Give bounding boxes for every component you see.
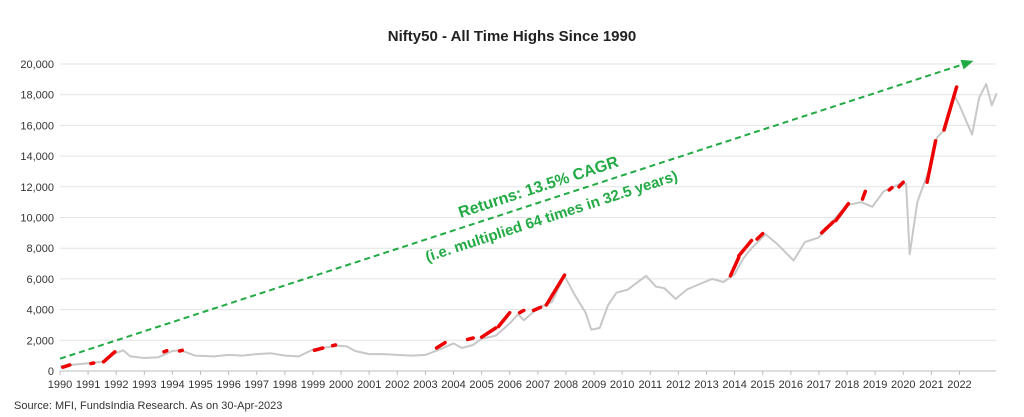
ath-segment bbox=[860, 189, 868, 201]
ath-segment bbox=[434, 340, 447, 350]
ath-segment bbox=[330, 343, 338, 348]
y-tick-label: 20,000 bbox=[20, 59, 54, 71]
y-tick-label: 4,000 bbox=[26, 305, 54, 317]
ath-segment bbox=[819, 220, 835, 235]
x-tick-label: 2015 bbox=[750, 379, 774, 391]
ath-segment bbox=[479, 326, 498, 339]
ath-segment bbox=[162, 348, 169, 354]
x-tick-label: 2004 bbox=[441, 379, 465, 391]
x-tick-label: 1999 bbox=[301, 379, 325, 391]
chart-title: Nifty50 - All Time Highs Since 1990 bbox=[388, 28, 636, 45]
ath-segment bbox=[737, 238, 754, 258]
x-tick-label: 2009 bbox=[582, 379, 606, 391]
ath-segment bbox=[465, 336, 475, 342]
x-tick-label: 1998 bbox=[273, 379, 297, 391]
x-tick-label: 2007 bbox=[526, 379, 550, 391]
x-axis: 1990 1991 1992 1993 1994 1995 1996 1997 1998 1999… bbox=[48, 371, 972, 391]
x-tick-label: 2021 bbox=[919, 379, 943, 391]
x-tick-label: 1994 bbox=[160, 379, 184, 391]
x-tick-label: 1993 bbox=[132, 379, 156, 391]
x-tick-label: 2002 bbox=[385, 379, 409, 391]
y-tick-label: 14,000 bbox=[20, 151, 54, 163]
ath-segment bbox=[496, 310, 512, 329]
trend-arrow bbox=[59, 59, 974, 360]
x-tick-label: 2008 bbox=[554, 379, 578, 391]
y-tick-label: 16,000 bbox=[20, 120, 54, 132]
ath-segment bbox=[834, 201, 851, 223]
ath-segment bbox=[544, 273, 567, 307]
x-tick-label: 2005 bbox=[469, 379, 493, 391]
x-tick-label: 1992 bbox=[104, 379, 128, 391]
ath-segment bbox=[755, 231, 765, 241]
x-tick-label: 1995 bbox=[188, 379, 212, 391]
chart: Nifty50 - All Time Highs Since 1990 0 2,0… bbox=[20, 28, 998, 391]
gridlines bbox=[60, 63, 996, 372]
ath-segment bbox=[897, 180, 905, 189]
ath-segment bbox=[887, 185, 894, 192]
y-axis: 0 2,000 4,000 6,000 8,000 10,000 12,000 14,000 1… bbox=[20, 59, 54, 378]
x-tick-label: 2013 bbox=[694, 379, 718, 391]
series-all-time-highs bbox=[61, 85, 959, 369]
annotations: Returns: 13.5% CAGR(i.e. multiplied 64 t… bbox=[423, 154, 680, 266]
x-tick-label: 2017 bbox=[807, 379, 831, 391]
x-tick-label: 2019 bbox=[863, 379, 887, 391]
x-tick-label: 2011 bbox=[638, 379, 662, 391]
x-tick-label: 1997 bbox=[245, 379, 269, 391]
ath-segment bbox=[101, 350, 117, 364]
trend-line bbox=[59, 63, 963, 360]
ath-segment bbox=[517, 308, 526, 315]
x-tick-label: 2010 bbox=[610, 379, 634, 391]
x-tick-label: 1990 bbox=[48, 379, 72, 391]
y-tick-label: 12,000 bbox=[20, 182, 54, 194]
y-tick-label: 0 bbox=[48, 366, 54, 378]
ath-segment bbox=[312, 346, 325, 353]
x-tick-label: 2003 bbox=[413, 379, 437, 391]
ath-segment bbox=[177, 348, 185, 353]
x-tick-label: 2018 bbox=[835, 379, 859, 391]
ath-segment bbox=[89, 361, 96, 366]
x-tick-label: 2014 bbox=[722, 379, 746, 391]
x-tick-label: 2020 bbox=[891, 379, 915, 391]
y-tick-label: 10,000 bbox=[20, 213, 54, 225]
ath-segment bbox=[61, 363, 72, 369]
ath-segment bbox=[942, 85, 959, 132]
x-tick-label: 1991 bbox=[76, 379, 100, 391]
y-tick-label: 8,000 bbox=[26, 243, 54, 255]
x-tick-label: 2006 bbox=[497, 379, 521, 391]
trend-arrowhead bbox=[960, 59, 974, 70]
x-tick-label: 2022 bbox=[947, 379, 971, 391]
x-tick-label: 2000 bbox=[329, 379, 353, 391]
x-tick-label: 2016 bbox=[779, 379, 803, 391]
x-tick-label: 2012 bbox=[666, 379, 690, 391]
source-note: Source: MFI, FundsIndia Research. As on … bbox=[14, 400, 283, 412]
x-tick-label: 1996 bbox=[216, 379, 240, 391]
ath-segment bbox=[531, 305, 543, 313]
y-tick-label: 6,000 bbox=[26, 274, 54, 286]
ath-segment bbox=[925, 139, 938, 184]
ath-segment bbox=[728, 255, 741, 278]
y-tick-label: 2,000 bbox=[26, 335, 54, 347]
y-tick-label: 18,000 bbox=[20, 90, 54, 102]
x-tick-label: 2001 bbox=[357, 379, 381, 391]
